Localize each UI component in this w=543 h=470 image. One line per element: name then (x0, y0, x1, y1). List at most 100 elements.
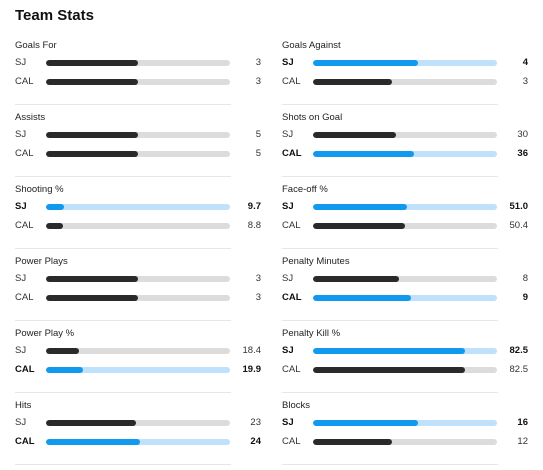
stat-shots-on-goal: Shots on Goal SJ 30 CAL 36 (282, 105, 528, 177)
stat-label: Assists (15, 112, 46, 123)
stat-label: Goals For (15, 40, 57, 51)
stat-row-cal: CAL 24 (15, 436, 261, 448)
stat-label: Blocks (282, 400, 310, 411)
stat-row-sj: SJ 82.5 (282, 345, 528, 357)
stat-label: Shots on Goal (282, 112, 343, 123)
stat-bar-track (46, 276, 230, 282)
stat-value: 3 (255, 273, 261, 284)
stat-bar-track (46, 79, 230, 85)
team-abbr: SJ (282, 129, 294, 140)
team-abbr: SJ (282, 345, 294, 356)
stat-bar-fill (313, 439, 393, 445)
stat-row-cal: CAL 36 (282, 148, 528, 160)
stat-power-play-pct: Power Play % SJ 18.4 CAL 19.9 (15, 321, 261, 393)
stat-value: 51.0 (509, 201, 529, 212)
stat-bar-track (46, 132, 230, 138)
stat-bar-fill (313, 60, 418, 66)
stat-value: 82.5 (509, 345, 529, 356)
team-abbr: SJ (15, 417, 27, 428)
team-abbr: SJ (15, 129, 27, 140)
page-title: Team Stats (15, 7, 94, 24)
stat-bar-fill (313, 223, 405, 229)
stat-row-cal: CAL 8.8 (15, 220, 261, 232)
stat-bar-fill (313, 151, 415, 157)
stat-row-sj: SJ 9.7 (15, 201, 261, 213)
stat-goals-for: Goals For SJ 3 CAL 3 (15, 33, 261, 105)
stat-bar-track (46, 223, 230, 229)
stat-row-cal: CAL 50.4 (282, 220, 528, 232)
stat-label: Hits (15, 400, 32, 411)
stat-value: 8 (522, 273, 528, 284)
stat-bar-track (46, 60, 230, 66)
team-abbr: CAL (15, 364, 35, 375)
stat-bar-fill (46, 151, 138, 157)
stat-value: 5 (255, 129, 261, 140)
stat-label: Power Play % (15, 328, 75, 339)
stat-value: 23 (250, 417, 261, 428)
stat-assists: Assists SJ 5 CAL 5 (15, 105, 261, 177)
stat-bar-track (313, 60, 497, 66)
stat-bar-track (313, 79, 497, 85)
stat-bar-track (313, 276, 497, 282)
stat-bar-track (46, 348, 230, 354)
stat-row-sj: SJ 23 (15, 417, 261, 429)
stat-bar-fill (46, 295, 138, 301)
stat-bar-fill (46, 223, 63, 229)
stat-row-cal: CAL 3 (15, 292, 261, 304)
stat-bar-fill (46, 132, 138, 138)
stat-shooting-pct: Shooting % SJ 9.7 CAL 8.8 (15, 177, 261, 249)
team-abbr: CAL (282, 292, 302, 303)
stat-bar-track (313, 367, 497, 373)
team-abbr: CAL (282, 148, 302, 159)
stat-value: 5 (255, 148, 261, 159)
stat-label: Goals Against (282, 40, 341, 51)
stat-hits: Hits SJ 23 CAL 24 (15, 393, 261, 465)
stat-value: 18.4 (242, 345, 262, 356)
stat-row-cal: CAL 19.9 (15, 364, 261, 376)
stat-row-sj: SJ 18.4 (15, 345, 261, 357)
stat-bar-fill (313, 79, 393, 85)
stat-bar-fill (46, 60, 138, 66)
stat-bar-track (46, 367, 230, 373)
stat-bar-fill (313, 204, 407, 210)
stat-row-cal: CAL 82.5 (282, 364, 528, 376)
stat-faceoff-pct: Face-off % SJ 51.0 CAL 50.4 (282, 177, 528, 249)
stat-goals-against: Goals Against SJ 4 CAL 3 (282, 33, 528, 105)
team-abbr: CAL (15, 76, 34, 87)
stat-value: 16 (517, 417, 528, 428)
stat-penalty-kill-pct: Penalty Kill % SJ 82.5 CAL 82.5 (282, 321, 528, 393)
team-abbr: CAL (282, 76, 301, 87)
team-abbr: CAL (282, 220, 301, 231)
stat-bar-fill (313, 420, 418, 426)
team-abbr: SJ (282, 273, 294, 284)
stat-row-sj: SJ 5 (15, 129, 261, 141)
stat-bar-track (313, 295, 497, 301)
stat-row-sj: SJ 3 (15, 273, 261, 285)
stat-row-cal: CAL 3 (15, 76, 261, 88)
stat-label: Penalty Minutes (282, 256, 350, 267)
stat-bar-fill (313, 276, 400, 282)
stat-bar-fill (313, 348, 465, 354)
stat-value: 4 (522, 57, 528, 68)
stat-blocks: Blocks SJ 16 CAL 12 (282, 393, 528, 465)
team-abbr: SJ (282, 417, 294, 428)
stat-bar-fill (46, 79, 138, 85)
stat-bar-track (313, 132, 497, 138)
stat-bar-track (46, 295, 230, 301)
team-abbr: CAL (15, 436, 35, 447)
stat-value: 3 (255, 292, 261, 303)
stat-penalty-minutes: Penalty Minutes SJ 8 CAL 9 (282, 249, 528, 321)
stat-value: 9 (522, 292, 528, 303)
stat-label: Shooting % (15, 184, 64, 195)
stat-row-cal: CAL 9 (282, 292, 528, 304)
team-abbr: SJ (282, 57, 294, 68)
stat-row-sj: SJ 3 (15, 57, 261, 69)
stat-bar-track (46, 204, 230, 210)
stat-bar-track (313, 151, 497, 157)
stat-value: 3 (255, 57, 261, 68)
stat-label: Face-off % (282, 184, 328, 195)
stat-value: 3 (522, 76, 528, 87)
stat-row-cal: CAL 3 (282, 76, 528, 88)
stat-bar-fill (313, 295, 411, 301)
stat-bar-track (46, 439, 230, 445)
